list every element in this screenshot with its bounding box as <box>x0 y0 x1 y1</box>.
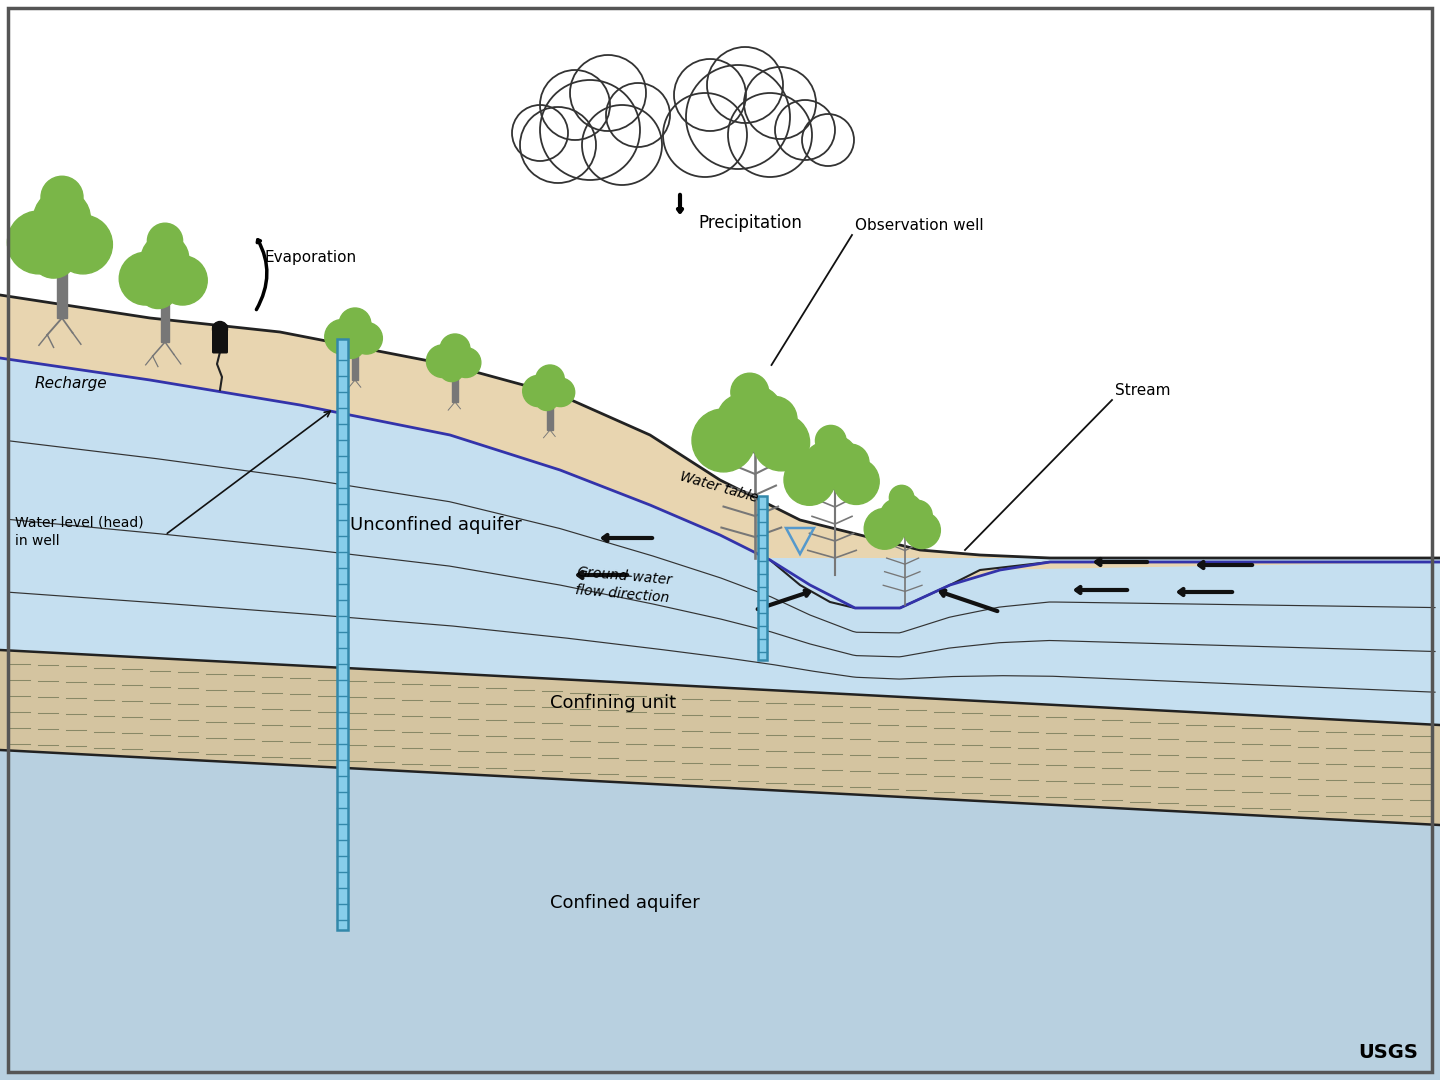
Circle shape <box>570 55 647 131</box>
Circle shape <box>351 323 383 354</box>
Circle shape <box>441 334 469 364</box>
Circle shape <box>540 70 611 140</box>
Text: Ground-water
flow direction: Ground-water flow direction <box>575 566 674 605</box>
Circle shape <box>903 500 932 530</box>
Circle shape <box>523 376 554 406</box>
Circle shape <box>30 232 76 278</box>
Bar <box>452 368 458 402</box>
Circle shape <box>887 494 923 529</box>
Circle shape <box>890 485 914 510</box>
Circle shape <box>213 322 228 337</box>
Circle shape <box>815 426 847 456</box>
Circle shape <box>707 48 783 123</box>
Circle shape <box>451 348 481 378</box>
Circle shape <box>147 224 183 258</box>
Circle shape <box>814 435 857 480</box>
Text: Stream: Stream <box>1115 383 1171 399</box>
Circle shape <box>685 65 791 168</box>
Circle shape <box>33 190 91 246</box>
Polygon shape <box>0 750 1440 1080</box>
Circle shape <box>750 396 796 443</box>
Circle shape <box>783 455 835 505</box>
Bar <box>353 345 359 380</box>
Circle shape <box>832 444 868 482</box>
Circle shape <box>744 67 816 139</box>
Bar <box>161 289 170 342</box>
Text: Observation well: Observation well <box>855 218 984 233</box>
Text: Confining unit: Confining unit <box>550 694 677 712</box>
Circle shape <box>53 215 112 274</box>
Circle shape <box>513 105 567 161</box>
Circle shape <box>834 459 880 504</box>
Circle shape <box>729 93 812 177</box>
Circle shape <box>439 357 464 381</box>
Circle shape <box>606 83 670 147</box>
Circle shape <box>40 176 84 218</box>
Circle shape <box>864 509 904 550</box>
Circle shape <box>338 333 364 359</box>
Text: USGS: USGS <box>1358 1043 1418 1062</box>
Circle shape <box>536 365 564 393</box>
Bar <box>337 339 347 930</box>
Circle shape <box>732 374 769 411</box>
Circle shape <box>802 114 854 166</box>
Circle shape <box>426 345 459 378</box>
Circle shape <box>340 308 372 340</box>
Circle shape <box>7 211 71 274</box>
Bar <box>757 496 766 660</box>
Circle shape <box>753 414 809 471</box>
Circle shape <box>674 59 746 131</box>
Text: Water level (head)
in well: Water level (head) in well <box>14 515 144 548</box>
Circle shape <box>138 270 177 309</box>
Circle shape <box>880 499 913 531</box>
Polygon shape <box>0 295 1440 608</box>
Bar <box>56 255 68 318</box>
Circle shape <box>325 320 360 354</box>
Circle shape <box>520 107 596 183</box>
Circle shape <box>717 394 768 445</box>
Text: Confined aquifer: Confined aquifer <box>550 894 700 912</box>
Circle shape <box>662 93 747 177</box>
Circle shape <box>141 234 189 282</box>
Circle shape <box>120 253 171 305</box>
Circle shape <box>693 409 755 472</box>
Circle shape <box>775 100 835 160</box>
Circle shape <box>158 256 207 305</box>
Polygon shape <box>0 650 1440 825</box>
Polygon shape <box>981 558 1440 570</box>
Text: Unconfined aquifer: Unconfined aquifer <box>350 516 521 534</box>
Polygon shape <box>0 357 1440 725</box>
FancyBboxPatch shape <box>212 324 228 353</box>
Circle shape <box>582 105 662 185</box>
Circle shape <box>540 80 639 180</box>
Text: Water table: Water table <box>678 470 759 505</box>
Circle shape <box>727 386 782 441</box>
Polygon shape <box>770 558 1440 608</box>
Circle shape <box>904 512 940 549</box>
Circle shape <box>805 443 845 483</box>
Text: Recharge: Recharge <box>35 376 108 391</box>
Circle shape <box>546 378 575 406</box>
Circle shape <box>536 387 559 410</box>
Text: Precipitation: Precipitation <box>698 214 802 232</box>
Bar <box>547 397 553 430</box>
Text: Evaporation: Evaporation <box>265 249 357 265</box>
